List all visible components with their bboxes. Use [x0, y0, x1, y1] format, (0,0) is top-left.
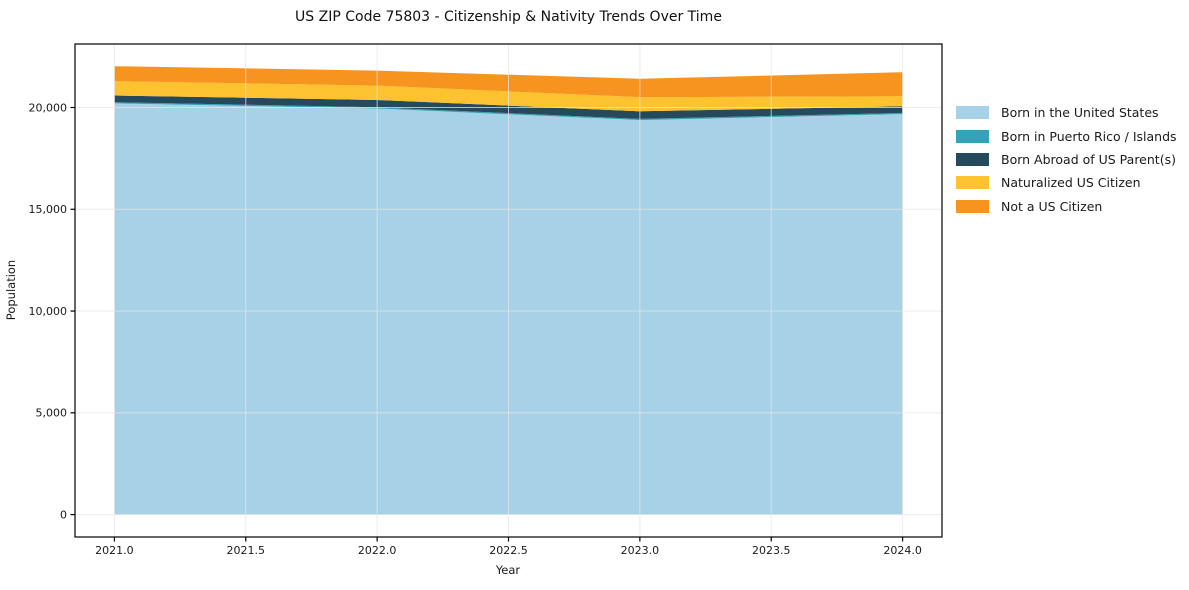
legend-label: Naturalized US Citizen [1001, 175, 1141, 191]
legend-swatch-icon [956, 129, 989, 143]
y-tick-label: 0 [60, 508, 67, 521]
legend-item-born-in-puerto-rico-islands: Born in Puerto Rico / Islands [956, 124, 1177, 147]
x-tick-label: 2021.5 [227, 544, 266, 557]
axis-ticks [70, 106, 904, 542]
legend-item-naturalized-us-citizen: Naturalized US Citizen [956, 171, 1177, 194]
legend-item-born-in-the-united-states: Born in the United States [956, 101, 1177, 124]
x-tick-label: 2022.0 [358, 544, 397, 557]
legend-item-born-abroad-of-us-parent-s: Born Abroad of US Parent(s) [956, 148, 1177, 171]
legend-label: Born in Puerto Rico / Islands [1001, 128, 1177, 144]
legend-label: Born in the United States [1001, 105, 1159, 121]
legend: Born in the United States Born in Puerto … [956, 101, 1177, 218]
x-tick-label: 2022.5 [489, 544, 528, 557]
x-tick-label: 2024.0 [883, 544, 922, 557]
y-tick-label: 10,000 [29, 305, 68, 318]
legend-label: Not a US Citizen [1001, 198, 1103, 214]
legend-swatch-icon [956, 176, 989, 190]
y-axis-label: Population [4, 260, 18, 320]
legend-item-not-a-us-citizen: Not a US Citizen [956, 195, 1177, 218]
x-tick-label: 2023.5 [752, 544, 791, 557]
tick-labels: 2021.0 2021.5 2022.0 2022.5 2023.0 2023.5 2024… [29, 101, 922, 557]
gridlines [75, 44, 942, 537]
y-tick-label: 5,000 [36, 407, 68, 420]
legend-swatch-icon [956, 152, 989, 166]
legend-swatch-icon [956, 106, 989, 120]
chart-title: US ZIP Code 75803 - Citizenship & Nativi… [295, 9, 722, 25]
y-tick-label: 15,000 [29, 203, 68, 216]
x-tick-label: 2021.0 [95, 544, 134, 557]
x-tick-label: 2023.0 [621, 544, 660, 557]
legend-swatch-icon [956, 199, 989, 213]
legend-label: Born Abroad of US Parent(s) [1001, 151, 1176, 167]
x-axis-label: Year [495, 563, 521, 577]
area-born-in-puerto-rico-islands [114, 102, 903, 121]
y-tick-label: 20,000 [29, 101, 68, 114]
